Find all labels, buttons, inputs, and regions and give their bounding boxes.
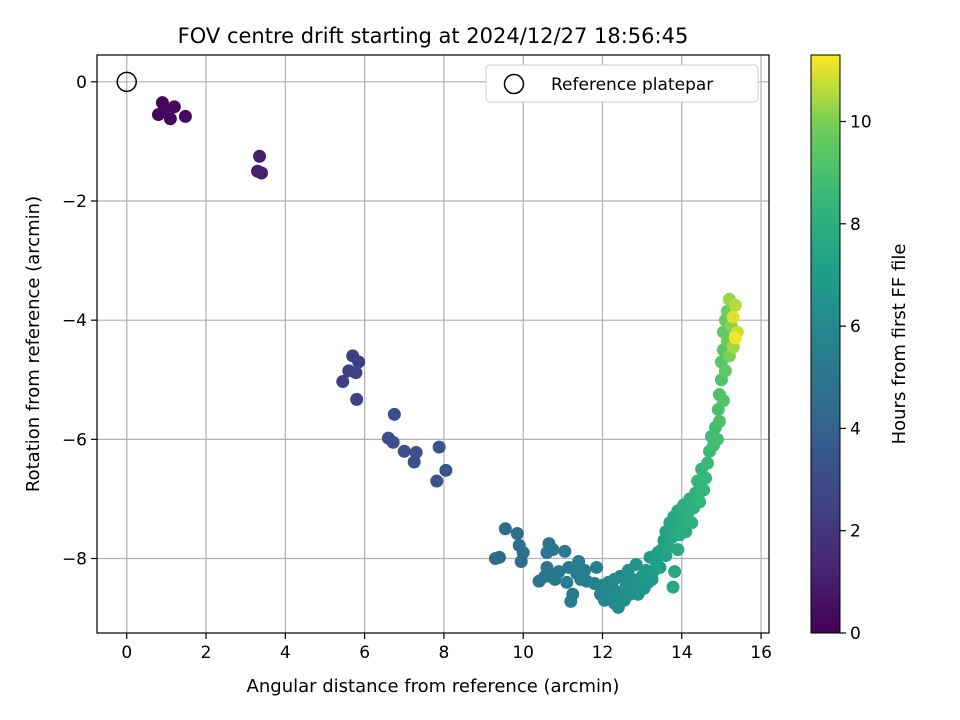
data-point — [336, 375, 350, 389]
y-tick-label: −2 — [62, 192, 87, 212]
data-point — [349, 366, 363, 380]
colorbar-tick-label: 6 — [850, 317, 861, 337]
data-point — [728, 298, 742, 312]
x-axis-label: Angular distance from reference (arcmin) — [247, 676, 620, 697]
data-point — [178, 109, 192, 123]
colorbar-tick-label: 4 — [850, 419, 861, 439]
colorbar-tick-label: 0 — [850, 624, 861, 644]
x-tick-label: 4 — [280, 643, 291, 663]
data-point — [157, 102, 171, 116]
colorbar-tick-label: 8 — [850, 215, 861, 235]
data-point — [728, 331, 742, 345]
chart-title: FOV centre drift starting at 2024/12/27 … — [178, 24, 689, 48]
data-point — [386, 435, 400, 449]
data-point — [701, 456, 715, 470]
plot-frame — [96, 54, 770, 634]
legend-label: Reference platepar — [551, 75, 713, 95]
data-point — [387, 407, 401, 421]
colorbar-tick-label: 10 — [850, 112, 872, 132]
x-tick-label: 16 — [750, 643, 772, 663]
colorbar-gradient — [810, 54, 841, 634]
data-points — [151, 96, 744, 614]
data-point — [699, 471, 713, 485]
legend-box — [485, 64, 759, 103]
data-point — [492, 550, 506, 564]
data-point — [352, 355, 366, 369]
data-point — [716, 394, 730, 408]
data-point — [718, 364, 732, 378]
y-tick-label: −8 — [62, 550, 87, 570]
data-point — [498, 522, 512, 536]
y-axis-ticks: 0 −2 −4 −6 −8 — [62, 73, 97, 570]
data-point — [560, 575, 574, 589]
x-tick-label: 0 — [121, 643, 132, 663]
y-axis-label: Rotation from reference (arcmin) — [23, 196, 44, 492]
data-point — [693, 495, 707, 509]
colorbar-ticks: 0 2 4 6 8 10 — [840, 112, 872, 644]
data-point — [685, 516, 699, 530]
data-point — [590, 560, 604, 574]
data-point — [697, 483, 711, 497]
data-point — [546, 543, 560, 557]
data-point — [653, 560, 667, 574]
data-point — [514, 554, 528, 568]
data-point — [439, 463, 453, 477]
data-point — [397, 444, 411, 458]
x-tick-label: 2 — [201, 643, 212, 663]
data-point — [668, 565, 682, 579]
data-point — [253, 149, 267, 163]
reference-marker — [116, 71, 137, 93]
data-point — [564, 594, 578, 608]
data-point — [167, 100, 181, 114]
data-point — [712, 414, 726, 428]
x-tick-label: 8 — [438, 643, 449, 663]
data-point — [558, 544, 572, 558]
x-tick-label: 12 — [592, 643, 614, 663]
data-point — [671, 543, 685, 557]
data-point — [726, 310, 740, 324]
data-point — [629, 557, 643, 571]
y-tick-label: 0 — [76, 73, 87, 93]
legend: Reference platepar — [485, 64, 759, 103]
x-axis-ticks: 0 2 4 6 8 10 12 14 16 — [121, 633, 772, 663]
colorbar-label: Hours from first FF file — [889, 244, 910, 445]
data-point — [163, 112, 177, 126]
data-point — [255, 166, 269, 180]
x-tick-label: 14 — [671, 643, 693, 663]
legend-reference-icon — [503, 73, 525, 95]
y-tick-label: −6 — [62, 430, 87, 450]
y-tick-label: −4 — [62, 311, 87, 331]
x-tick-label: 10 — [512, 643, 534, 663]
data-point — [510, 526, 524, 540]
data-point — [710, 432, 724, 446]
x-tick-label: 6 — [359, 643, 370, 663]
data-point — [430, 474, 444, 488]
data-point — [409, 445, 423, 459]
data-point — [552, 565, 566, 579]
colorbar: 0 2 4 6 8 10 Hours from first FF file — [810, 54, 910, 644]
data-point — [350, 392, 364, 406]
data-point — [666, 580, 680, 594]
data-point — [432, 440, 446, 454]
data-point — [578, 563, 592, 577]
colorbar-tick-label: 2 — [850, 522, 861, 542]
